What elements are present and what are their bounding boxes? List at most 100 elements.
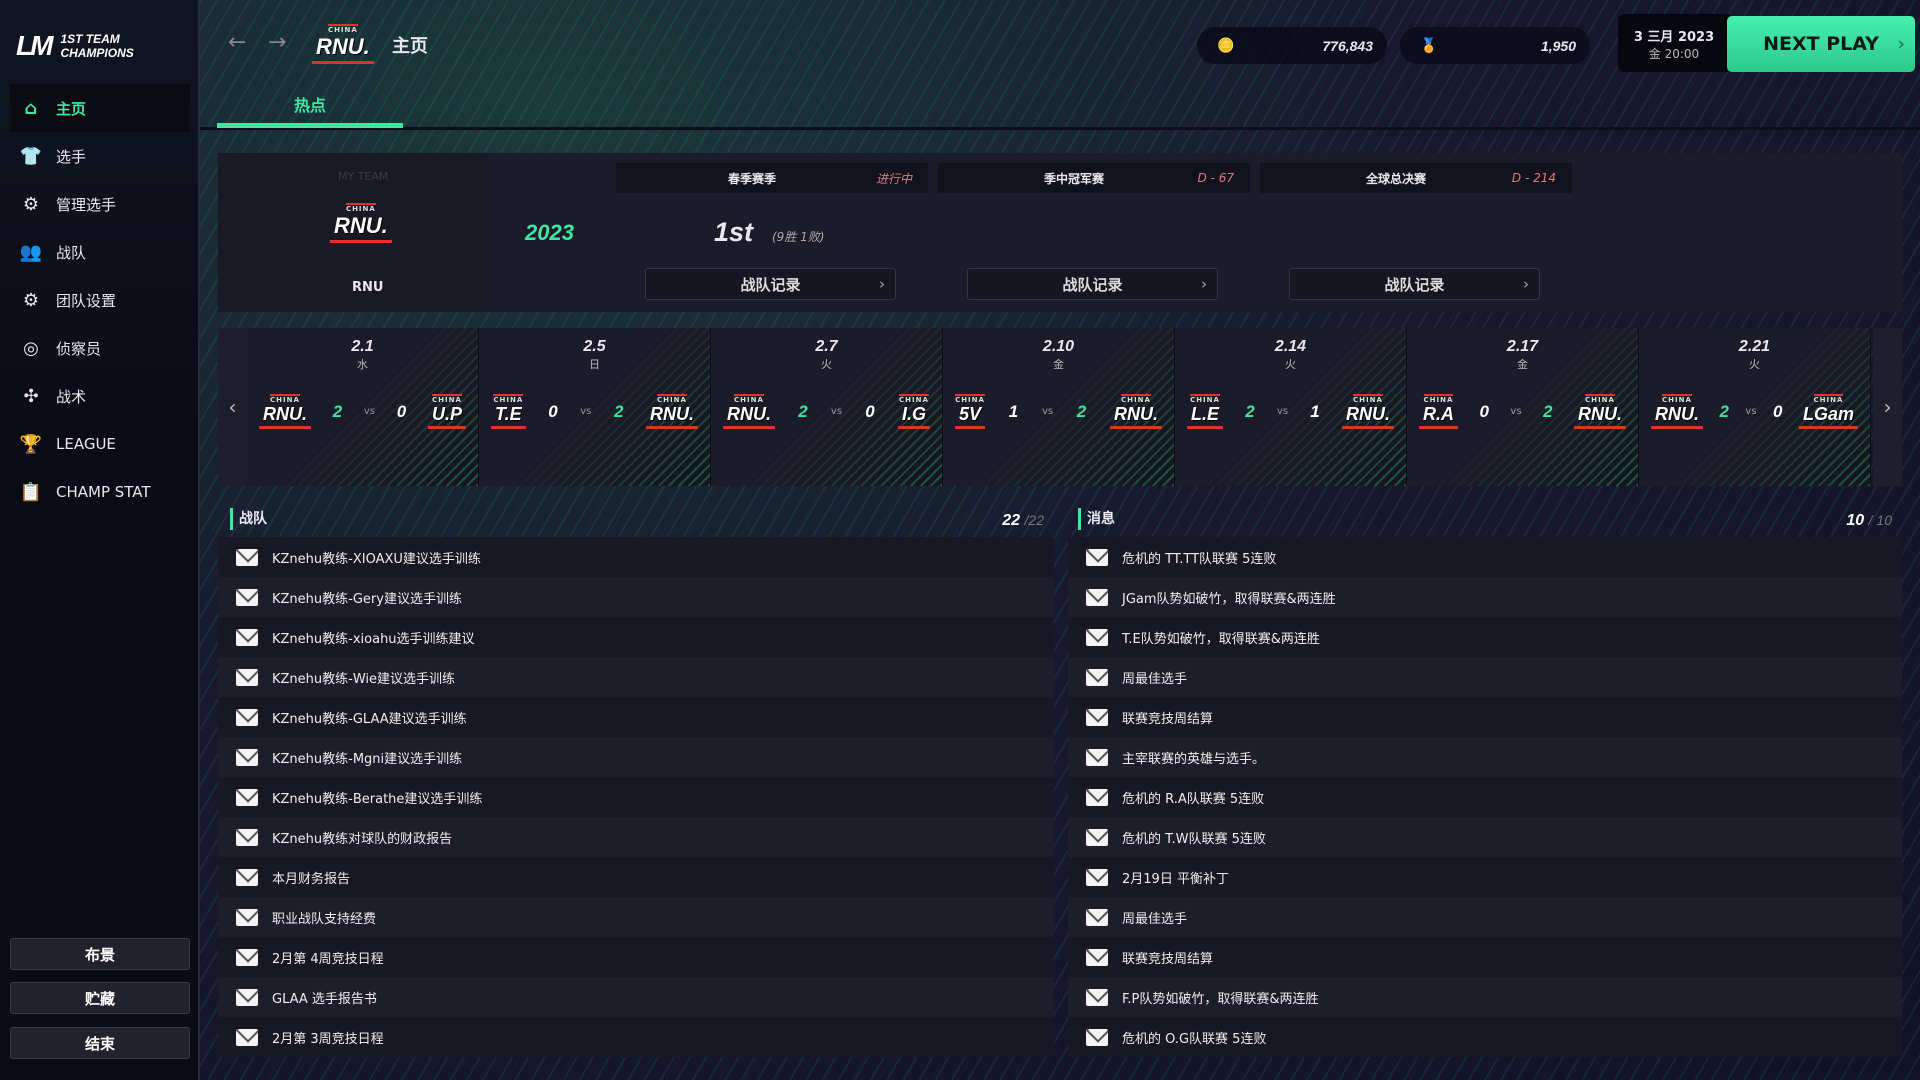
list-item-text: KZnehu教练-GLAA建议选手训练 bbox=[272, 711, 467, 727]
list-item[interactable]: KZnehu教练-Berathe建议选手训练 bbox=[218, 777, 1054, 817]
sidebar-item-champ-stat[interactable]: 📋 CHAMP STAT bbox=[10, 468, 190, 516]
list-item[interactable]: 危机的 O.G队联赛 5连败 bbox=[1068, 1017, 1902, 1057]
date-line1: 3 三月 2023 bbox=[1633, 30, 1715, 45]
sidebar-item-战术[interactable]: ✣ 战术 bbox=[10, 372, 190, 420]
list-item-text: 危机的 O.G队联赛 5连败 bbox=[1122, 1031, 1267, 1047]
team-list-count: 22 /22 bbox=[1002, 512, 1044, 530]
sidebar-item-管理选手[interactable]: ⚙ 管理选手 bbox=[10, 180, 190, 228]
list-item[interactable]: KZnehu教练-Wie建议选手训练 bbox=[218, 657, 1054, 697]
sidebar-item-league[interactable]: 🏆 LEAGUE bbox=[10, 420, 190, 468]
list-item[interactable]: 周最佳选手 bbox=[1068, 657, 1902, 697]
binoculars-icon: ◎ bbox=[23, 337, 39, 359]
news-list-title: 消息 bbox=[1078, 508, 1115, 530]
list-item-text: 周最佳选手 bbox=[1122, 911, 1188, 927]
home-score: 1 bbox=[1008, 401, 1019, 421]
clipboard-icon: 📋 bbox=[19, 481, 43, 503]
team-icon: 👥 bbox=[19, 241, 43, 263]
list-item[interactable]: 2月19日 平衡补丁 bbox=[1068, 857, 1902, 897]
sidebar-item-战队[interactable]: 👥 战队 bbox=[10, 228, 190, 276]
sidebar-item-label: 管理选手 bbox=[56, 195, 117, 214]
match-weekday: 火 bbox=[1749, 358, 1760, 371]
sidebar-item-选手[interactable]: 👕 选手 bbox=[10, 132, 190, 180]
logo-china: CHINA bbox=[657, 394, 687, 404]
list-item[interactable]: 危机的 T.W队联赛 5连败 bbox=[1068, 817, 1902, 857]
next-play-button[interactable]: NEXT PLAY › bbox=[1727, 16, 1915, 72]
match-card[interactable]: 2.5 日 CHINA T.E 0 vs 2 CHINA RNU. bbox=[479, 328, 711, 486]
logo-china: CHINA bbox=[1353, 394, 1383, 404]
vs-label: vs bbox=[363, 406, 376, 417]
tab-active-indicator bbox=[217, 123, 403, 128]
list-item[interactable]: 本月财务报告 bbox=[218, 857, 1054, 897]
list-item[interactable]: 联赛竞技周结算 bbox=[1068, 937, 1902, 977]
mail-icon bbox=[1086, 668, 1108, 686]
list-item[interactable]: 职业战队支持经费 bbox=[218, 897, 1054, 937]
home-icon: ⌂ bbox=[24, 97, 38, 119]
list-item-text: 联赛竞技周结算 bbox=[1122, 711, 1214, 727]
mail-icon bbox=[236, 588, 258, 606]
season-card: 春季赛季 进行中 bbox=[616, 163, 928, 193]
logo-name: I.G bbox=[897, 404, 930, 429]
coins-display: 🪙 776,843 bbox=[1197, 27, 1387, 64]
list-item-text: KZnehu教练-XIOAXU建议选手训练 bbox=[272, 551, 481, 567]
list-item[interactable]: 主宰联赛的英雄与选手。 bbox=[1068, 737, 1902, 777]
match-card[interactable]: 2.10 金 CHINA 5V 1 vs 2 CHINA RNU. bbox=[943, 328, 1175, 486]
list-item[interactable]: KZnehu教练-XIOAXU建议选手训练 bbox=[218, 537, 1054, 577]
logo-china: CHINA bbox=[1423, 394, 1454, 404]
back-arrow-icon[interactable]: ← bbox=[228, 30, 247, 55]
list-item[interactable]: 2月第 3周竞技日程 bbox=[218, 1017, 1054, 1057]
logo-name: RNU. bbox=[1573, 404, 1626, 429]
sidebar-item-label: LEAGUE bbox=[56, 435, 116, 453]
logo-china: CHINA bbox=[270, 394, 300, 404]
sidebar-item-label: 侦察员 bbox=[56, 339, 102, 358]
list-item[interactable]: 联赛竞技周结算 bbox=[1068, 697, 1902, 737]
team-record-button[interactable]: 战队记录 › bbox=[967, 268, 1218, 300]
list-item[interactable]: 危机的 R.A队联赛 5连败 bbox=[1068, 777, 1902, 817]
list-item[interactable]: KZnehu教练-Gery建议选手训练 bbox=[218, 577, 1054, 617]
sidebar-item-团队设置[interactable]: ⚙ 团队设置 bbox=[10, 276, 190, 324]
list-item[interactable]: 2月第 4周竞技日程 bbox=[218, 937, 1054, 977]
vs-label: vs bbox=[1041, 406, 1054, 417]
vs-label: vs bbox=[830, 406, 843, 417]
schedule-prev-button[interactable]: ‹ bbox=[218, 328, 247, 486]
home-score: 0 bbox=[548, 401, 558, 421]
team-rank: 1st bbox=[714, 217, 754, 247]
list-item[interactable]: JGam队势如破竹，取得联赛&两连胜 bbox=[1068, 577, 1902, 617]
mail-icon bbox=[1086, 868, 1108, 886]
tab-hot[interactable]: 热点 bbox=[293, 96, 326, 115]
home-score: 2 bbox=[1719, 401, 1729, 421]
list-item-text: 危机的 TT.TT队联赛 5连败 bbox=[1122, 551, 1277, 567]
list-item[interactable]: KZnehu教练-GLAA建议选手训练 bbox=[218, 697, 1054, 737]
match-card[interactable]: 2.1 水 CHINA RNU. 2 vs 0 CHINA U.P bbox=[247, 328, 479, 486]
match-card[interactable]: 2.21 火 CHINA RNU. 2 vs 0 CHINA LGam bbox=[1639, 328, 1871, 486]
list-item[interactable]: F.P队势如破竹，取得联赛&两连胜 bbox=[1068, 977, 1902, 1017]
list-item[interactable]: KZnehu教练-xioahu选手训练建议 bbox=[218, 617, 1054, 657]
season-status: 进行中 bbox=[875, 171, 912, 186]
header-team-logo: CHINA RNU. bbox=[312, 24, 374, 64]
list-item[interactable]: 周最佳选手 bbox=[1068, 897, 1902, 937]
match-card[interactable]: 2.17 金 CHINA R.A 0 vs 2 CHINA RNU. bbox=[1407, 328, 1639, 486]
match-date: 2.5 bbox=[583, 338, 606, 355]
mail-icon bbox=[1086, 788, 1108, 806]
team-logo: CHINA R.A bbox=[1419, 394, 1458, 429]
sidebar-item-侦察员[interactable]: ◎ 侦察员 bbox=[10, 324, 190, 372]
news-list: 危机的 TT.TT队联赛 5连败 JGam队势如破竹，取得联赛&两连胜 T.E队势如… bbox=[1068, 537, 1902, 1057]
scenery-button[interactable]: 布景 bbox=[10, 938, 190, 970]
list-item-text: GLAA 选手报告书 bbox=[272, 991, 377, 1007]
home-score: 2 bbox=[798, 401, 808, 421]
list-item[interactable]: KZnehu教练对球队的财政报告 bbox=[218, 817, 1054, 857]
list-item[interactable]: T.E队势如破竹，取得联赛&两连胜 bbox=[1068, 617, 1902, 657]
list-item[interactable]: 危机的 TT.TT队联赛 5连败 bbox=[1068, 537, 1902, 577]
exit-button[interactable]: 结束 bbox=[10, 1027, 190, 1059]
match-card[interactable]: 2.7 火 CHINA RNU. 2 vs 0 CHINA I.G bbox=[711, 328, 943, 486]
mail-icon bbox=[236, 628, 258, 646]
logo-china: CHINA bbox=[955, 394, 985, 404]
forward-arrow-icon[interactable]: → bbox=[268, 30, 287, 55]
team-record-button[interactable]: 战队记录 › bbox=[1289, 268, 1540, 300]
storage-button[interactable]: 贮藏 bbox=[10, 982, 190, 1014]
team-record-button[interactable]: 战队记录 › bbox=[645, 268, 896, 300]
schedule-next-button[interactable]: › bbox=[1873, 328, 1902, 486]
list-item[interactable]: GLAA 选手报告书 bbox=[218, 977, 1054, 1017]
sidebar-item-主页[interactable]: ⌂ 主页 bbox=[10, 84, 190, 132]
list-item[interactable]: KZnehu教练-Mgni建议选手训练 bbox=[218, 737, 1054, 777]
match-card[interactable]: 2.14 火 CHINA L.E 2 vs 1 CHINA RNU. bbox=[1175, 328, 1407, 486]
